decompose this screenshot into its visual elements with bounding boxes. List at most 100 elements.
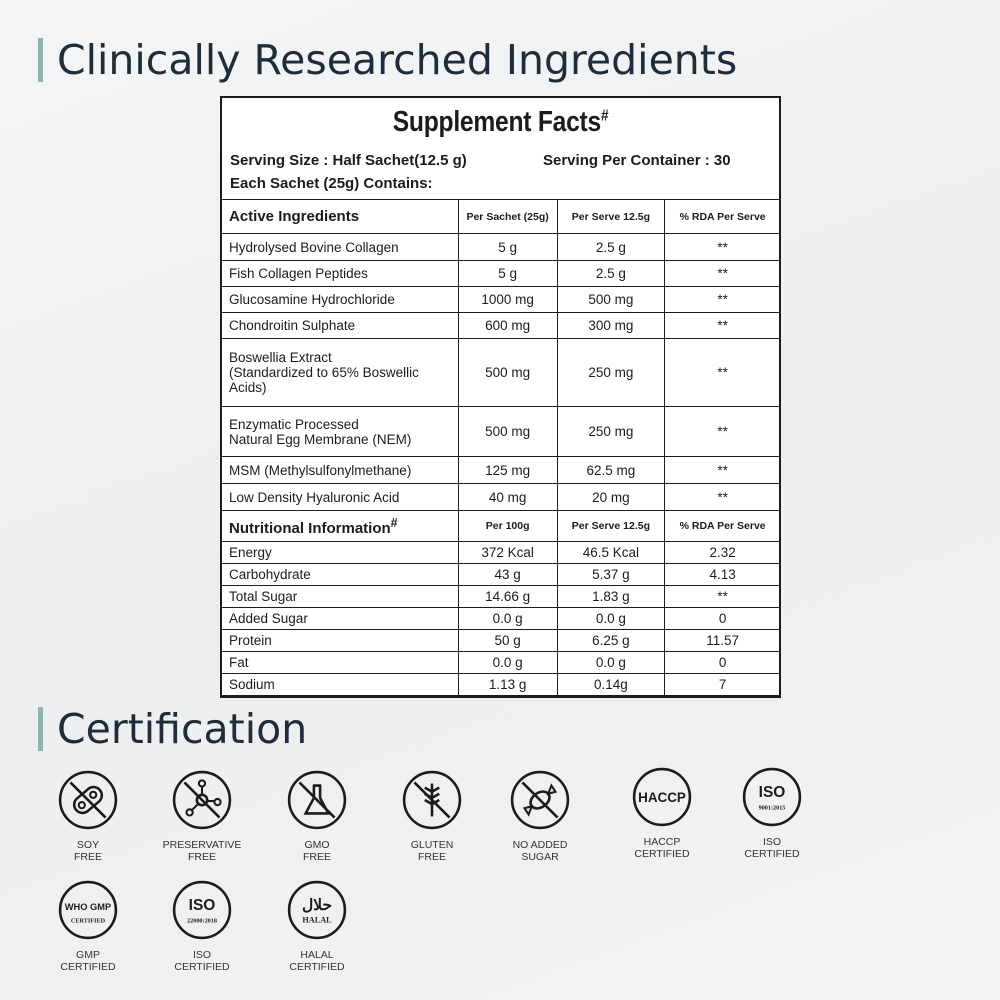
certification-item: PRESERVATIVE FREE bbox=[147, 769, 257, 863]
serving-size: Serving Size : Half Sachet(12.5 g) bbox=[230, 152, 467, 169]
svg-text:HACCP: HACCP bbox=[638, 790, 686, 805]
certification-label: CERTIFIED bbox=[634, 848, 690, 860]
certification-label: GMO bbox=[304, 839, 330, 851]
value-cell: Per 100g bbox=[457, 510, 558, 542]
certification-label: SOY bbox=[76, 839, 100, 851]
value-cell: 125 mg bbox=[457, 456, 558, 484]
value-cell: 2.32 bbox=[664, 541, 781, 564]
value-cell: 5.37 g bbox=[556, 563, 666, 586]
gluten-free-icon bbox=[402, 770, 462, 830]
name-cell: Glucosamine Hydrochloride bbox=[220, 286, 459, 313]
certification-item: GLUTEN FREE bbox=[377, 769, 487, 863]
value-cell: 1.13 g bbox=[457, 673, 558, 696]
value-cell: 0.14g bbox=[556, 673, 666, 696]
value-cell: 2.5 g bbox=[556, 260, 666, 287]
certification-label: FREE bbox=[417, 851, 446, 863]
preservative-free-icon bbox=[172, 770, 232, 830]
svg-text:حلال: حلال bbox=[302, 897, 333, 914]
value-cell: 50 g bbox=[457, 629, 558, 652]
svg-text:22000:2018: 22000:2018 bbox=[187, 917, 217, 924]
gmo-free-icon bbox=[287, 770, 347, 830]
certification-label: CERTIFIED bbox=[60, 961, 116, 973]
svg-text:9001:2015: 9001:2015 bbox=[759, 804, 786, 811]
value-cell: 600 mg bbox=[457, 312, 558, 339]
value-cell: ** bbox=[664, 260, 781, 287]
certification-item: GMO FREE bbox=[262, 769, 372, 863]
certification-label: HALAL bbox=[300, 949, 334, 961]
certification-item: ISO 9001:2015 ISO CERTIFIED bbox=[717, 766, 827, 860]
soy-free-icon bbox=[58, 770, 118, 830]
table-row: Fish Collagen Peptides 5 g 2.5 g ** bbox=[220, 260, 781, 287]
value-cell: 0.0 g bbox=[457, 651, 558, 674]
table-row: Enzymatic Processed Natural Egg Membrane … bbox=[220, 406, 781, 457]
certification-label: CERTIFIED bbox=[289, 961, 345, 973]
table-row: Chondroitin Sulphate 600 mg 300 mg ** bbox=[220, 312, 781, 339]
certification-item: SOY FREE bbox=[33, 769, 143, 863]
certification-label: ISO bbox=[762, 836, 782, 848]
supplement-facts-title: Supplement Facts# bbox=[264, 106, 737, 139]
table-row: Total Sugar 14.66 g 1.83 g ** bbox=[220, 585, 781, 608]
svg-text:HALAL: HALAL bbox=[302, 915, 332, 924]
title-text: Supplement Facts bbox=[392, 106, 601, 138]
certification-label: PRESERVATIVE bbox=[162, 839, 242, 851]
value-cell: 5 g bbox=[457, 260, 558, 287]
name-cell: Enzymatic Processed Natural Egg Membrane … bbox=[220, 406, 459, 457]
name-cell: Added Sugar bbox=[220, 607, 459, 630]
table-row: Sodium 1.13 g 0.14g 7 bbox=[220, 673, 781, 696]
value-cell: ** bbox=[664, 233, 781, 261]
certification-item: ISO 22000:2018 ISO CERTIFIED bbox=[147, 879, 257, 973]
certification-item: NO ADDED SUGAR bbox=[485, 769, 595, 863]
iso-9001-icon: ISO 9001:2015 bbox=[742, 767, 802, 827]
value-cell: 500 mg bbox=[457, 406, 558, 457]
gmp-icon: WHO GMP CERTIFIED bbox=[58, 880, 118, 940]
certification-label: FREE bbox=[73, 851, 102, 863]
svg-text:ISO: ISO bbox=[759, 784, 786, 801]
title-mark: # bbox=[600, 107, 609, 125]
certification-label: GMP bbox=[76, 949, 100, 961]
no-added-sugar-icon bbox=[510, 770, 570, 830]
value-cell: ** bbox=[664, 406, 781, 457]
certification-label: FREE bbox=[302, 851, 331, 863]
value-cell: ** bbox=[664, 483, 781, 511]
haccp-icon: HACCP bbox=[632, 767, 692, 827]
value-cell: 62.5 mg bbox=[556, 456, 666, 484]
value-cell: Per Serve 12.5g bbox=[556, 510, 666, 542]
value-cell: 2.5 g bbox=[556, 233, 666, 261]
value-cell: 1.83 g bbox=[556, 585, 666, 608]
servings-per-container: Serving Per Container : 30 bbox=[543, 152, 731, 169]
value-cell: % RDA Per Serve bbox=[664, 510, 781, 542]
facts-table: Active Ingredients Per Sachet (25g) Per Se… bbox=[220, 199, 781, 696]
name-cell: Fish Collagen Peptides bbox=[220, 260, 459, 287]
value-cell: 40 mg bbox=[457, 483, 558, 511]
certification-label: HACCP bbox=[643, 836, 681, 848]
certification-item: HACCP HACCP CERTIFIED bbox=[607, 766, 717, 860]
supplement-facts-panel: Supplement Facts# Serving Size : Half Sa… bbox=[220, 96, 781, 698]
nutrition-mark: # bbox=[390, 515, 398, 530]
name-cell: Sodium bbox=[220, 673, 459, 696]
each-sachet: Each Sachet (25g) Contains: bbox=[230, 175, 433, 192]
certification-label: CERTIFIED bbox=[744, 848, 800, 860]
certification-heading: Certification bbox=[38, 707, 307, 751]
value-cell: 7 bbox=[664, 673, 781, 696]
value-cell: 20 mg bbox=[556, 483, 666, 511]
table-row: Low Density Hyaluronic Acid 40 mg 20 mg ** bbox=[220, 483, 781, 511]
ingredients-heading: Clinically Researched Ingredients bbox=[38, 38, 737, 82]
iso-22000-icon: ISO 22000:2018 bbox=[172, 880, 232, 940]
certification-label: GLUTEN bbox=[410, 839, 454, 851]
name-cell: Active Ingredients bbox=[220, 199, 459, 234]
certification-label: ISO bbox=[192, 949, 212, 961]
table-row: MSM (Methylsulfonylmethane) 125 mg 62.5 mg… bbox=[220, 456, 781, 484]
certification-label: NO ADDED bbox=[512, 839, 568, 851]
svg-text:WHO GMP: WHO GMP bbox=[65, 902, 111, 912]
certification-item: حلال HALAL HALAL CERTIFIED bbox=[262, 879, 372, 973]
certification-label: SUGAR bbox=[521, 851, 559, 863]
value-cell: 14.66 g bbox=[457, 585, 558, 608]
certification-label: FREE bbox=[187, 851, 216, 863]
certification-label: CERTIFIED bbox=[174, 961, 230, 973]
value-cell: 250 mg bbox=[556, 338, 666, 407]
value-cell: ** bbox=[664, 338, 781, 407]
